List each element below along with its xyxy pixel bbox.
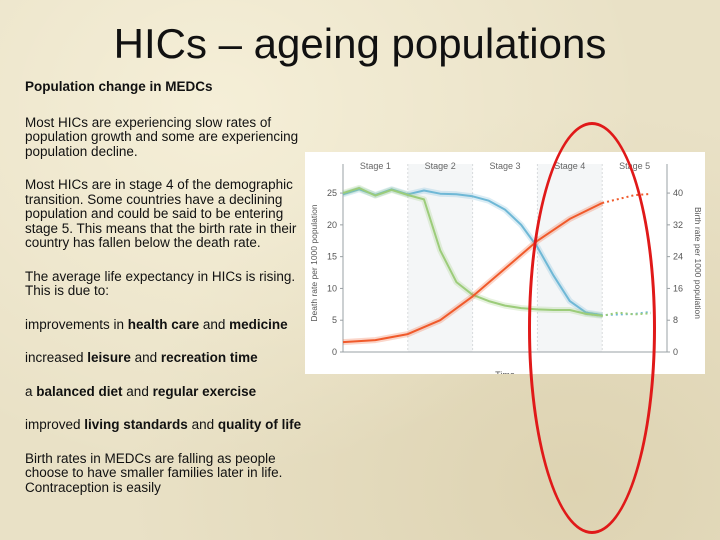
section-heading: Population change in MEDCs xyxy=(25,79,213,94)
left-axis-title: Death rate per 1000 population xyxy=(309,204,319,321)
left-tick-label: 25 xyxy=(327,188,337,198)
reason-diet: a balanced diet and regular exercise xyxy=(25,383,257,399)
stage-label: Stage 5 xyxy=(619,161,650,171)
stage-label: Stage 2 xyxy=(425,161,456,171)
paragraph-stage: Most HICs are in stage 4 of the demograp… xyxy=(25,177,297,250)
slide-title: HICs – ageing populations xyxy=(113,20,607,67)
right-tick-label: 32 xyxy=(673,220,683,230)
right-tick-label: 8 xyxy=(673,315,678,325)
right-tick-label: 24 xyxy=(673,252,683,262)
slide-body: Population change in MEDCs Most HICs are… xyxy=(25,79,310,514)
x-axis-title: Time xyxy=(495,370,515,374)
reason-leisure: increased leisure and recreation time xyxy=(25,350,258,365)
left-tick-label: 15 xyxy=(327,252,337,262)
reason-health: improvements in health care and medicine xyxy=(25,316,288,332)
stage-label: Stage 1 xyxy=(360,161,391,171)
right-tick-label: 40 xyxy=(673,188,683,198)
stage-label: Stage 3 xyxy=(489,161,520,171)
paragraph-birth-rates: Birth rates in MEDCs are falling as peop… xyxy=(25,450,283,495)
left-tick-label: 0 xyxy=(332,347,337,357)
reason-living-standards: improved living standards and quality of… xyxy=(25,417,302,432)
left-tick-label: 20 xyxy=(327,220,337,230)
left-tick-label: 5 xyxy=(332,315,337,325)
stage-column xyxy=(472,164,538,352)
paragraph-growth: Most HICs are experiencing slow rates of… xyxy=(25,114,299,159)
right-tick-label: 16 xyxy=(673,283,683,293)
left-tick-label: 10 xyxy=(327,283,337,293)
stage-4-5-annotation-circle xyxy=(528,122,656,534)
right-axis-title: Birth rate per 1000 population xyxy=(693,207,703,319)
right-tick-label: 0 xyxy=(673,347,678,357)
paragraph-life-expectancy: The average life expectancy in HICs is r… xyxy=(25,268,296,298)
